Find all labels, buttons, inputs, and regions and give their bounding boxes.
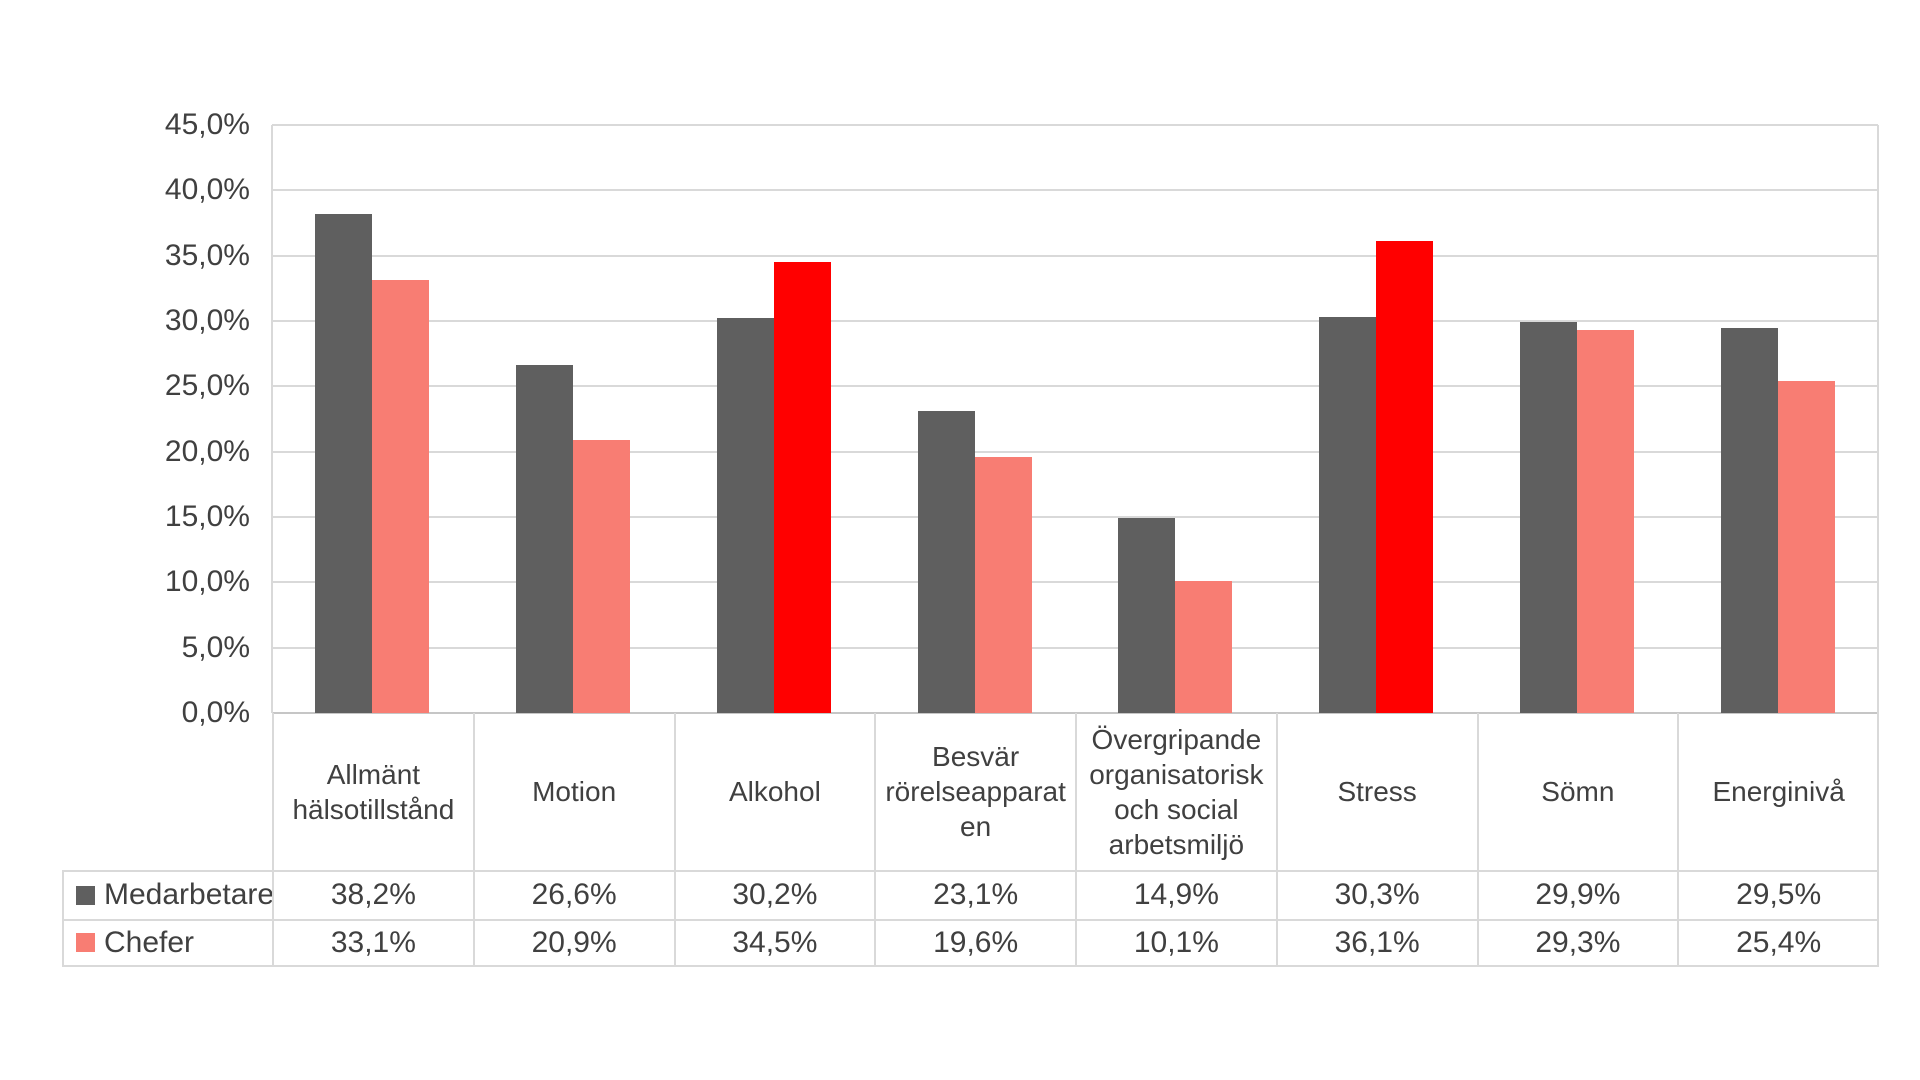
table-value-chefer-2: 34,5% — [673, 918, 875, 967]
plot-left-border — [271, 125, 273, 713]
legend-swatch-chefer — [76, 933, 95, 953]
bar-chefer-2 — [773, 262, 831, 713]
bar-chefer-1 — [573, 439, 631, 713]
gridline — [272, 581, 1878, 584]
table-value-chefer-1: 20,9% — [472, 918, 674, 967]
bar-chefer-0 — [372, 280, 430, 713]
gridline — [272, 320, 1878, 322]
bar-medarbetare-5 — [1319, 317, 1377, 713]
category-cell-3: Besvär rörelseapparaten — [874, 713, 1075, 870]
gridline — [272, 385, 1878, 388]
y-axis-tick-label: 20,0% — [164, 434, 250, 468]
plot-table-right-border — [1877, 125, 1879, 967]
bar-medarbetare-3 — [917, 411, 975, 713]
y-axis-tick-label: 45,0% — [164, 108, 250, 141]
category-cell-0: Allmänt hälsotillstånd — [272, 713, 473, 870]
y-axis-tick-label: 15,0% — [164, 500, 250, 533]
category-cell-5: Stress — [1275, 713, 1477, 870]
y-axis-tick-label: 30,0% — [164, 304, 250, 337]
table-value-medarbetare-2: 30,2% — [673, 870, 875, 919]
bar-medarbetare-7 — [1720, 327, 1778, 713]
gridline — [272, 516, 1878, 518]
y-axis-tick-label: 0,0% — [181, 696, 250, 729]
y-axis-tick-label: 25,0% — [164, 369, 250, 403]
y-axis-tick-label: 10,0% — [164, 565, 250, 599]
table-value-medarbetare-1: 26,6% — [472, 870, 674, 919]
table-value-chefer-0: 33,1% — [272, 918, 473, 967]
gridline — [272, 254, 1878, 257]
y-axis-tick-label: 35,0% — [164, 238, 250, 272]
bar-chefer-4 — [1175, 581, 1233, 713]
bar-chefer-7 — [1777, 381, 1835, 713]
table-value-chefer-4: 10,1% — [1075, 918, 1276, 967]
legend-label-chefer: Chefer — [104, 925, 195, 959]
gridline — [272, 124, 1878, 126]
bar-chefer-3 — [974, 456, 1032, 713]
y-axis-tick-label: 5,0% — [181, 630, 250, 664]
bar-chefer-6 — [1576, 330, 1634, 713]
table-value-chefer-7: 25,4% — [1677, 918, 1878, 967]
table-value-medarbetare-7: 29,5% — [1677, 870, 1878, 919]
bar-medarbetare-4 — [1118, 518, 1176, 713]
bar-chefer-5 — [1376, 241, 1434, 713]
category-cell-4: Övergripande organisatorisk och social a… — [1075, 713, 1276, 870]
gridline — [272, 450, 1878, 453]
gridline — [272, 189, 1878, 192]
category-cell-2: Alkohol — [673, 713, 875, 870]
bar-medarbetare-1 — [516, 365, 574, 713]
table-value-medarbetare-3: 23,1% — [874, 870, 1075, 919]
table-value-medarbetare-4: 14,9% — [1075, 870, 1276, 919]
bar-medarbetare-6 — [1519, 322, 1577, 713]
gridline — [272, 646, 1878, 649]
table-value-medarbetare-6: 29,9% — [1476, 870, 1678, 919]
table-value-medarbetare-5: 30,3% — [1275, 870, 1477, 919]
table-value-medarbetare-0: 38,2% — [272, 870, 473, 919]
table-value-chefer-5: 36,1% — [1275, 918, 1477, 967]
legend-swatch-medarbetare — [76, 885, 95, 905]
category-cell-6: Sömn — [1476, 713, 1678, 870]
category-cell-7: Energinivå — [1677, 713, 1878, 870]
legend-label-medarbetare: Medarbetare — [104, 878, 275, 912]
table-value-chefer-6: 29,3% — [1476, 918, 1678, 967]
bar-medarbetare-2 — [716, 318, 774, 713]
legend-cell-medarbetare: Medarbetare — [62, 870, 275, 919]
y-axis-tick-label: 40,0% — [164, 173, 250, 207]
bar-medarbetare-0 — [315, 213, 373, 713]
table-value-chefer-3: 19,6% — [874, 918, 1075, 967]
legend-cell-chefer: Chefer — [62, 918, 272, 967]
category-cell-1: Motion — [472, 713, 674, 870]
